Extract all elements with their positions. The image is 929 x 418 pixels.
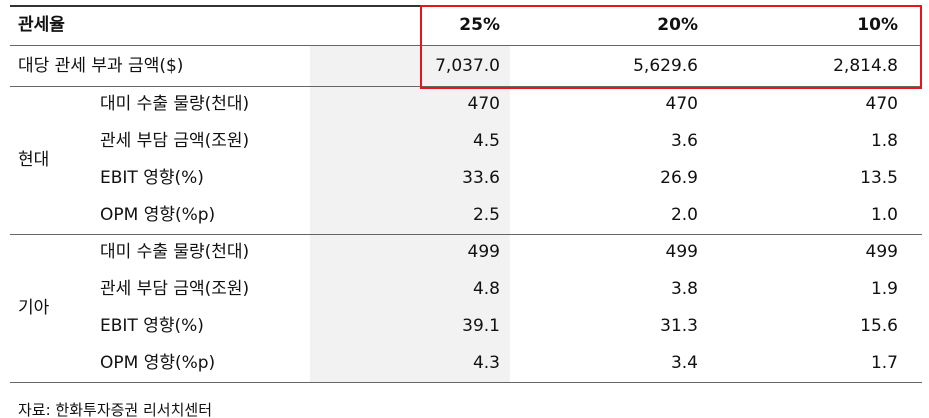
cell: 1.9 bbox=[870, 279, 898, 299]
cell: 15.6 bbox=[860, 316, 898, 336]
cell: 3.4 bbox=[670, 353, 698, 373]
cell: 31.3 bbox=[660, 316, 698, 336]
row-label: 관세 부담 금액(조원) bbox=[100, 131, 250, 151]
cell: 499 bbox=[467, 242, 500, 262]
summary-label: 대당 관세 부과 금액($) bbox=[18, 56, 184, 76]
column-header: 25% bbox=[459, 15, 500, 35]
cell: 499 bbox=[865, 242, 898, 262]
rule bbox=[10, 234, 922, 235]
highlight-box bbox=[420, 5, 922, 89]
group-name: 기아 bbox=[18, 298, 50, 318]
header-label: 관세율 bbox=[18, 15, 65, 35]
cell: 5,629.6 bbox=[633, 56, 698, 76]
group-name: 현대 bbox=[18, 150, 50, 170]
rule bbox=[10, 382, 922, 383]
column-header: 20% bbox=[657, 15, 698, 35]
cell: 2,814.8 bbox=[833, 56, 898, 76]
column-header: 10% bbox=[857, 15, 898, 35]
cell: 470 bbox=[665, 94, 698, 114]
cell: 1.8 bbox=[870, 131, 898, 151]
row-label: 관세 부담 금액(조원) bbox=[100, 279, 250, 299]
cell: 4.5 bbox=[472, 131, 500, 151]
source: 자료: 한화투자증권 리서치센터 bbox=[18, 401, 212, 418]
rule bbox=[10, 45, 922, 46]
row-label: EBIT 영향(%) bbox=[100, 316, 204, 336]
cell: 1.7 bbox=[870, 353, 898, 373]
cell: 470 bbox=[865, 94, 898, 114]
cell: 1.0 bbox=[870, 205, 898, 225]
cell: 2.5 bbox=[472, 205, 500, 225]
cell: 470 bbox=[467, 94, 500, 114]
row-label: EBIT 영향(%) bbox=[100, 168, 204, 188]
row-label: OPM 영향(%p) bbox=[100, 205, 216, 225]
cell: 499 bbox=[665, 242, 698, 262]
cell: 39.1 bbox=[462, 316, 500, 336]
cell: 13.5 bbox=[860, 168, 898, 188]
cell: 2.0 bbox=[670, 205, 698, 225]
row-label: 대미 수출 물량(천대) bbox=[100, 242, 250, 262]
row-label: 대미 수출 물량(천대) bbox=[100, 94, 250, 114]
row-label: OPM 영향(%p) bbox=[100, 353, 216, 373]
cell: 3.6 bbox=[670, 131, 698, 151]
cell: 33.6 bbox=[462, 168, 500, 188]
cell: 3.8 bbox=[670, 279, 698, 299]
rule bbox=[10, 86, 922, 87]
cell: 4.8 bbox=[472, 279, 500, 299]
cell: 7,037.0 bbox=[435, 56, 500, 76]
cell: 26.9 bbox=[660, 168, 698, 188]
cell: 4.3 bbox=[472, 353, 500, 373]
shaded-column bbox=[310, 46, 510, 382]
